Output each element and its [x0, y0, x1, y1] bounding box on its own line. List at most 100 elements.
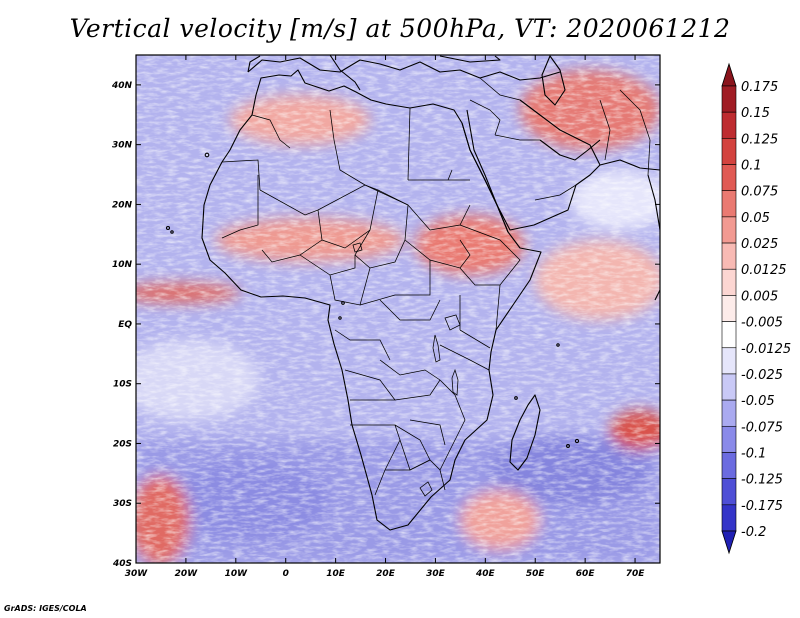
colorbar-label: 0.0125 [741, 263, 787, 278]
country-borders [221, 77, 651, 497]
syria-jordan [469, 99, 501, 136]
border-sudan [407, 204, 471, 231]
colorbar-label: -0.005 [741, 316, 783, 331]
colorbar-cell [721, 425, 737, 453]
border-nigeria [299, 254, 356, 276]
border-somalia [495, 284, 501, 331]
x-tick-label: 70E [626, 569, 646, 579]
colorbar-label: 0.05 [741, 211, 770, 226]
colorbar-over-triangle [721, 62, 737, 87]
turkey-iraq [479, 77, 541, 116]
colorbar-cell [721, 478, 737, 506]
colorbar-cell [721, 164, 737, 192]
colorbar-label: 0.075 [741, 185, 778, 200]
border-car [359, 260, 431, 306]
lake-tanganyika [432, 334, 441, 363]
x-tick-label: 60E [576, 569, 596, 579]
border-drc-north [379, 299, 441, 321]
map-axes: 30W 20W 10W 0 10E 20E 30E 40E 50E 60E 70E 40N 30N 20N… [111, 54, 661, 579]
afghanistan-pakistan [619, 89, 651, 176]
colorbar-label: -0.1 [741, 446, 766, 461]
x-tick-label: 20E [376, 569, 396, 579]
madagascar-coastline [509, 394, 541, 471]
border-zimbabwe [409, 419, 446, 446]
border-algeria-libya [329, 109, 366, 186]
red-sea-west [461, 122, 509, 233]
iran-coast [599, 159, 660, 171]
colorbar-cell [721, 373, 737, 401]
black-sea [439, 55, 501, 63]
colorbar-cell [721, 347, 737, 375]
reunion [566, 444, 570, 448]
border-zambia [394, 379, 441, 401]
seychelles [556, 343, 560, 347]
colorbar-cell [721, 85, 737, 113]
iberia [247, 55, 261, 73]
mauritius [574, 438, 580, 444]
india-west-coast [647, 174, 660, 231]
lake-chad [352, 242, 363, 253]
border-mozambique [439, 379, 466, 471]
colorbar-label: 0.125 [741, 132, 778, 147]
colorbar-label: -0.2 [741, 525, 766, 540]
colorbar-label: 0.005 [741, 289, 778, 304]
border-mauritania [221, 175, 259, 239]
coastlines [165, 55, 660, 531]
colorbar-cell [721, 268, 737, 296]
y-tick-label: 40N [111, 81, 133, 91]
colorbar-cell [721, 452, 737, 479]
x-tick-label: 40E [475, 569, 496, 579]
y-tick-label: 30N [112, 141, 133, 151]
x-tick-label: 30E [426, 569, 446, 579]
border-drc-west [334, 329, 391, 361]
colorbar-cell [721, 190, 737, 218]
credit-text: GrADS: IGES/COLA [4, 604, 87, 613]
iran-afghanistan [599, 99, 611, 161]
colorbar-cell [721, 321, 737, 349]
x-tick-label: 50E [526, 569, 546, 579]
sao-tome [338, 316, 342, 320]
border-kenya-tanzania [459, 329, 491, 349]
colorbar-label: -0.05 [741, 394, 775, 409]
border-cameroon [329, 267, 371, 306]
colorbar-label: -0.075 [741, 420, 783, 435]
colorbar-label: 0.025 [741, 237, 778, 252]
cape-verde [165, 225, 171, 231]
border-western-sahara [221, 159, 261, 191]
colorbar-cell [721, 504, 737, 532]
colorbar-label: -0.025 [741, 368, 783, 383]
colorbar-under-triangle [721, 530, 737, 555]
caspian-sea [541, 55, 566, 106]
colorbar-cell [721, 399, 737, 427]
border-tanzania [439, 344, 490, 371]
colorbar-cell [721, 111, 737, 139]
canary-islands [204, 152, 210, 158]
colorbar-cell [721, 138, 737, 165]
border-morocco-algeria [251, 114, 291, 149]
colorbar: 0.175 0.15 0.125 0.1 0.075 0.05 0.025 0.0125 0.0… [721, 62, 791, 555]
cape-verde-2 [170, 230, 174, 234]
lake-nasser [447, 169, 453, 181]
border-south-africa [385, 459, 446, 491]
lake-malawi [451, 368, 459, 396]
y-tick-label: 10N [112, 260, 133, 270]
lesotho [419, 481, 433, 497]
border-libya-egypt [407, 107, 411, 181]
y-tick-label: EQ [118, 320, 132, 330]
x-tick-label: 20W [175, 569, 199, 579]
border-drc-south [379, 359, 441, 381]
colorbar-cell [721, 242, 737, 270]
y-tick-label: 40S [112, 559, 132, 569]
yemen-oman [534, 184, 577, 201]
map-frame [135, 54, 661, 564]
lake-victoria [444, 314, 461, 331]
comoros [514, 396, 518, 400]
map-title: Vertical velocity [m/s] at 500hPa, VT: 2… [69, 14, 731, 43]
x-tick-label: 0 [283, 569, 289, 579]
colorbar-label: -0.125 [741, 473, 783, 488]
border-ethiopia [459, 224, 521, 286]
y-tick-label: 10S [113, 380, 132, 390]
colorbar-label: 0.175 [741, 80, 778, 95]
colorbar-label: -0.175 [741, 499, 783, 514]
